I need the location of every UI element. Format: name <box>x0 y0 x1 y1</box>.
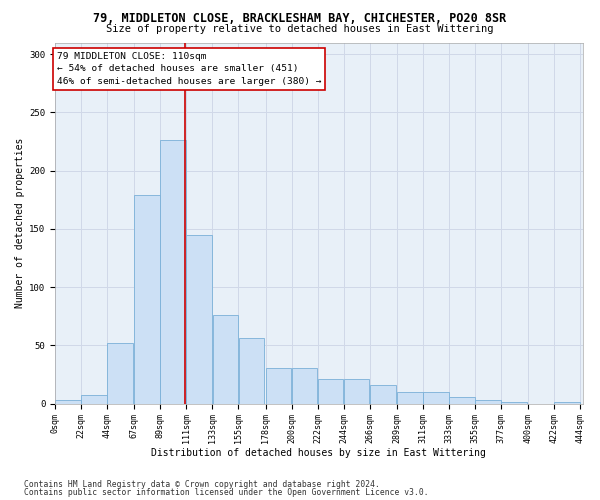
Text: Contains public sector information licensed under the Open Government Licence v3: Contains public sector information licen… <box>24 488 428 497</box>
X-axis label: Distribution of detached houses by size in East Wittering: Distribution of detached houses by size … <box>151 448 486 458</box>
Text: 79 MIDDLETON CLOSE: 110sqm
← 54% of detached houses are smaller (451)
46% of sem: 79 MIDDLETON CLOSE: 110sqm ← 54% of deta… <box>57 52 321 86</box>
Bar <box>134 195 160 404</box>
Y-axis label: Number of detached properties: Number of detached properties <box>15 138 25 308</box>
Bar <box>160 140 186 404</box>
Bar <box>475 400 501 404</box>
Text: 79, MIDDLETON CLOSE, BRACKLESHAM BAY, CHICHESTER, PO20 8SR: 79, MIDDLETON CLOSE, BRACKLESHAM BAY, CH… <box>94 12 506 26</box>
Bar <box>344 379 370 404</box>
Bar <box>239 338 264 404</box>
Bar <box>501 402 527 404</box>
Bar <box>423 392 449 404</box>
Text: Contains HM Land Registry data © Crown copyright and database right 2024.: Contains HM Land Registry data © Crown c… <box>24 480 380 489</box>
Bar <box>55 400 81 404</box>
Bar <box>397 392 423 404</box>
Bar <box>107 343 133 404</box>
Bar <box>292 368 317 404</box>
Bar <box>212 315 238 404</box>
Bar <box>81 396 107 404</box>
Bar <box>266 368 292 404</box>
Bar <box>449 396 475 404</box>
Bar <box>318 379 343 404</box>
Bar <box>554 402 580 404</box>
Bar <box>370 385 395 404</box>
Text: Size of property relative to detached houses in East Wittering: Size of property relative to detached ho… <box>106 24 494 34</box>
Bar <box>187 234 212 404</box>
